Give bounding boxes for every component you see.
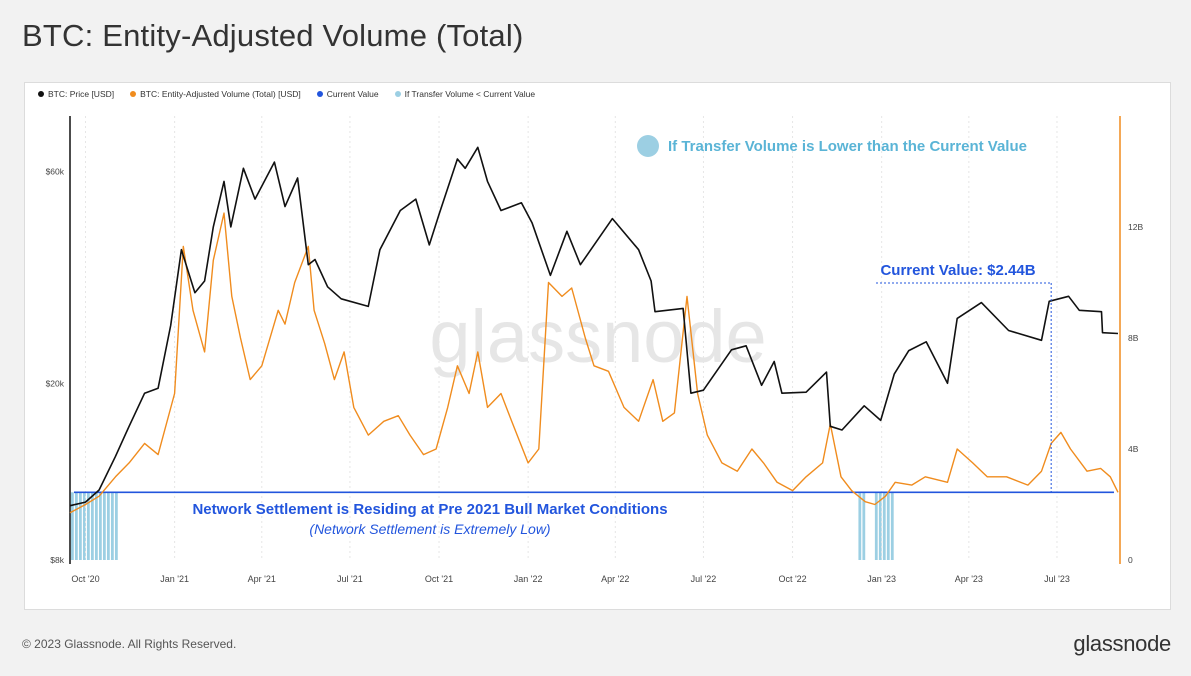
x-tick-label: Apr '22 (601, 574, 629, 584)
x-tick-label: Jan '22 (514, 574, 543, 584)
below-current-bar (858, 492, 862, 560)
x-tick-label: Oct '22 (778, 574, 806, 584)
legend-price-label: BTC: Price [USD] (48, 89, 115, 99)
legend-below-label: If Transfer Volume < Current Value (404, 89, 536, 99)
below-current-bar (882, 492, 886, 560)
footer-brand-logo[interactable]: glassnode (1073, 631, 1171, 656)
below-current-bar (874, 492, 878, 560)
y-right-tick-label: 4B (1128, 444, 1139, 454)
below-current-bar (878, 492, 882, 560)
below-current-bar (82, 492, 86, 560)
footer-copyright: © 2023 Glassnode. All Rights Reserved. (22, 637, 237, 651)
page-title: BTC: Entity-Adjusted Volume (Total) (22, 18, 524, 53)
settlement-subtitle: (Network Settlement is Extremely Low) (309, 521, 550, 537)
legend-below-dot-icon (394, 91, 401, 97)
volume-series-line (69, 212, 1119, 514)
below-current-bar (106, 492, 110, 560)
chart-panel (24, 82, 1171, 610)
x-tick-label: Jul '23 (1044, 574, 1070, 584)
current-value-label: Current Value: $2.44B (880, 262, 1035, 279)
y-right-tick-label: 12B (1128, 222, 1143, 232)
legend-item-current[interactable]: Current Value (316, 89, 379, 99)
y-left-tick-label: $60k (46, 166, 65, 176)
x-tick-label: Jan '21 (160, 574, 189, 584)
x-tick-label: Jul '22 (691, 574, 717, 584)
price-series-line (69, 146, 1119, 507)
chart-legend: BTC: Price [USD] BTC: Entity-Adjusted Vo… (38, 89, 535, 99)
x-tick-label: Jan '23 (867, 574, 896, 584)
below-current-bar (74, 492, 78, 560)
legend-current-label: Current Value (326, 89, 379, 99)
legend-item-price[interactable]: BTC: Price [USD] (38, 89, 114, 99)
legend-price-dot-icon (38, 91, 44, 97)
below-current-bar (86, 492, 90, 560)
below-current-bar (78, 492, 82, 560)
below-current-bar (98, 492, 102, 560)
y-left-tick-label: $20k (46, 378, 65, 388)
watermark: glassnode (429, 295, 766, 378)
legend-volume-label: BTC: Entity-Adjusted Volume (Total) [USD… (140, 89, 301, 99)
y-right-tick-label: 0 (1128, 555, 1133, 565)
legend-current-dot-icon (316, 91, 323, 97)
below-current-bar (90, 492, 94, 560)
x-tick-label: Apr '21 (248, 574, 276, 584)
legend-volume-dot-icon (130, 91, 137, 97)
below-current-bar (110, 492, 114, 560)
below-current-circle-icon (637, 135, 659, 157)
x-tick-label: Jul '21 (337, 574, 363, 584)
below-current-note: If Transfer Volume is Lower than the Cur… (668, 138, 1027, 155)
legend-item-volume[interactable]: BTC: Entity-Adjusted Volume (Total) [USD… (130, 89, 301, 99)
settlement-title: Network Settlement is Residing at Pre 20… (192, 501, 667, 518)
below-current-bar (70, 492, 74, 560)
y-right-tick-label: 8B (1128, 333, 1139, 343)
x-tick-label: Apr '23 (955, 574, 983, 584)
y-left-tick-label: $8k (50, 555, 64, 565)
below-current-bar (102, 492, 106, 560)
below-current-bar (114, 492, 118, 560)
x-tick-label: Oct '20 (71, 574, 99, 584)
below-current-bar (862, 492, 866, 560)
x-tick-label: Oct '21 (425, 574, 453, 584)
below-current-bar (94, 492, 98, 560)
below-current-bar (886, 492, 890, 560)
legend-item-below[interactable]: If Transfer Volume < Current Value (394, 89, 536, 99)
below-current-bar (890, 492, 894, 560)
